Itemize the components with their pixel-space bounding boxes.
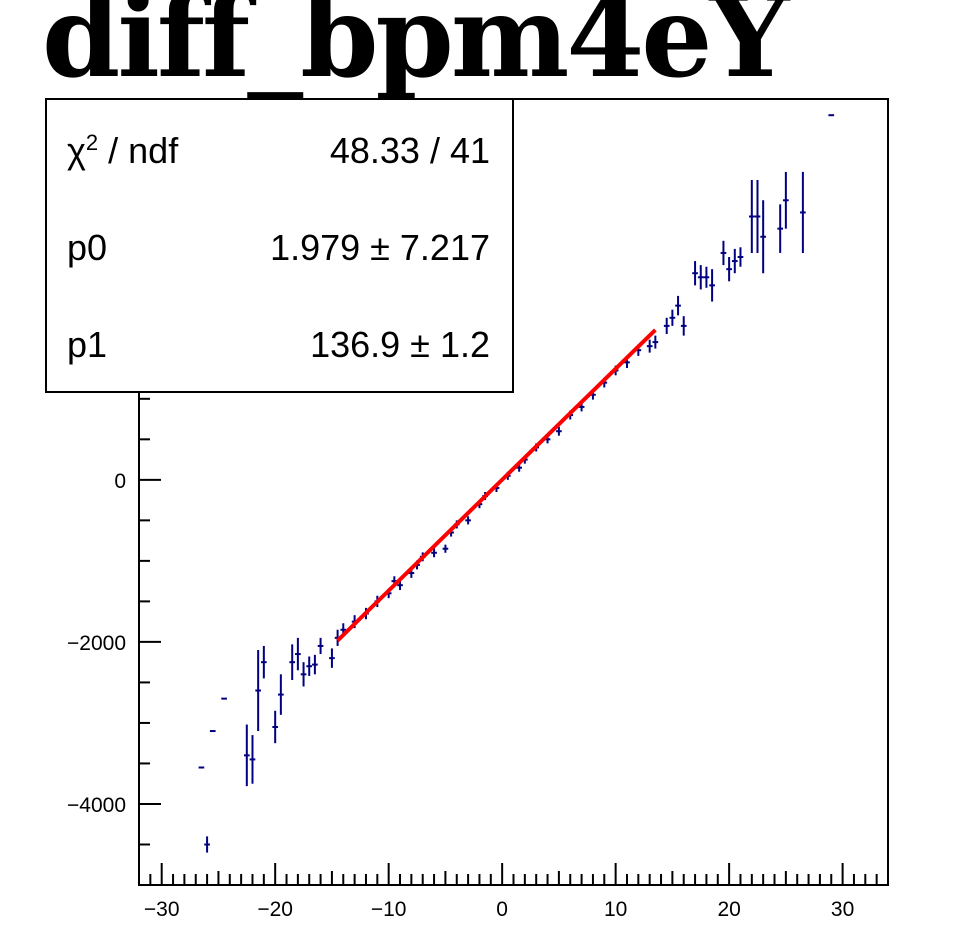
data-point <box>255 650 261 732</box>
data-point <box>737 247 744 267</box>
data-point <box>720 240 727 266</box>
data-point <box>760 200 767 274</box>
p1-value: 136.9 ± 1.2 <box>310 324 490 365</box>
stats-row-p0: p0 1.979 ± 7.217 <box>47 227 512 287</box>
data-point <box>312 654 318 675</box>
data-point <box>652 335 659 349</box>
data-point <box>669 309 676 326</box>
x-tick-label: −10 <box>371 898 407 921</box>
data-point <box>204 836 210 853</box>
data-point <box>748 180 755 253</box>
data-point <box>800 171 806 253</box>
x-tick-label: 30 <box>831 898 854 921</box>
p0-label: p0 <box>67 227 108 268</box>
x-tick-label: −30 <box>144 898 180 921</box>
y-tick-label: −2000 <box>67 632 126 655</box>
p1-label: p1 <box>67 324 108 365</box>
data-point <box>709 269 715 302</box>
data-point <box>329 648 335 668</box>
p0-value: 1.979 ± 7.217 <box>270 227 490 268</box>
data-point <box>777 204 784 253</box>
stats-box: χ2 / ndf 48.33 / 41 p0 1.979 ± 7.217 p1 … <box>45 98 514 393</box>
data-point <box>675 295 681 316</box>
x-tick-label: −20 <box>257 898 293 921</box>
chi2-value: 48.33 / 41 <box>329 130 490 171</box>
data-point <box>731 248 738 274</box>
data-point <box>300 662 307 687</box>
data-point <box>260 645 267 679</box>
data-point <box>442 544 449 553</box>
y-tick-label: −4000 <box>67 794 126 817</box>
data-point <box>272 710 279 744</box>
stats-row-chi2: χ2 / ndf 48.33 / 41 <box>47 130 512 190</box>
fit-line <box>336 328 657 642</box>
data-point <box>726 257 732 282</box>
data-point <box>646 339 653 353</box>
data-point <box>295 637 301 671</box>
data-point <box>556 426 562 436</box>
data-point <box>243 724 250 787</box>
data-point <box>692 261 698 286</box>
data-point <box>249 735 256 784</box>
x-axis: −30 −20 −10 0 10 20 30 <box>144 863 878 921</box>
x-tick-label: 0 <box>496 898 508 921</box>
data-point <box>754 180 761 253</box>
data-point <box>680 316 687 336</box>
data-point <box>465 516 471 525</box>
chi2-label: χ2 / ndf <box>67 130 179 171</box>
chart-title: diff_bpm4eY <box>42 0 789 103</box>
data-point <box>289 644 296 680</box>
data-point <box>663 317 670 334</box>
data-point <box>697 265 704 290</box>
data-point <box>278 674 284 715</box>
data-point <box>306 656 313 676</box>
y-tick-label: 0 <box>114 470 126 493</box>
data-point <box>431 548 437 558</box>
stats-row-p1: p1 136.9 ± 1.2 <box>47 324 512 384</box>
x-tick-label: 10 <box>604 898 627 921</box>
data-point <box>703 266 710 288</box>
data-point <box>317 637 324 655</box>
x-tick-label: 20 <box>717 898 740 921</box>
data-point <box>783 171 789 229</box>
